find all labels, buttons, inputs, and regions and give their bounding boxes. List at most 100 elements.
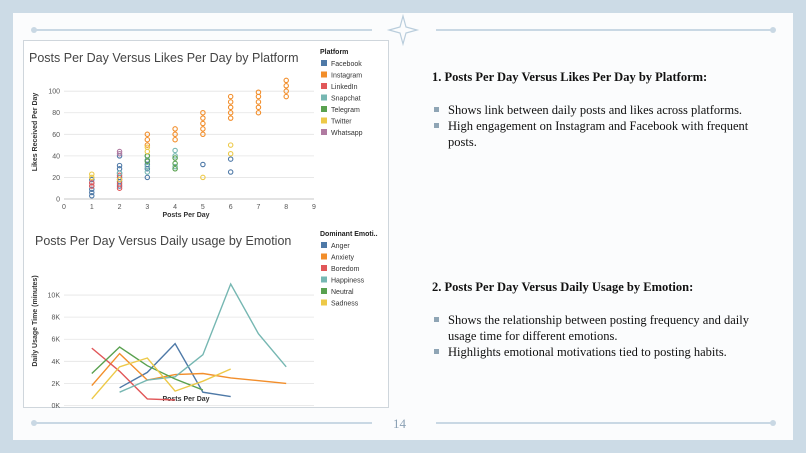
section-2: 2. Posts Per Day Versus Daily Usage by E… [432, 280, 762, 360]
legend-label: Happiness [331, 278, 365, 285]
x-tick-label: 9 [312, 204, 316, 211]
legend-swatch [321, 60, 327, 66]
scatter-point-instagram [144, 136, 151, 143]
x-tick-label: 0 [62, 204, 66, 211]
scatter-point-instagram [255, 89, 262, 96]
section-2-heading: 2. Posts Per Day Versus Daily Usage by E… [432, 280, 694, 294]
scatter-point-instagram [283, 77, 289, 84]
x-tick-label: 7 [256, 204, 260, 211]
section-1-heading: 1. Posts Per Day Versus Likes Per Day by… [432, 70, 708, 84]
chart1-ylabel: Likes Received Per Day [32, 93, 39, 172]
legend-label: LinkedIn [331, 84, 358, 91]
bottom-decoration [31, 420, 776, 426]
section-1-bullet: High engagement on Instagram and Faceboo… [432, 118, 762, 150]
legend-label: Anger [331, 243, 350, 250]
scatter-point-telegram [144, 158, 151, 165]
legend-swatch [321, 299, 327, 306]
scatter-point-whatsapp [116, 148, 123, 155]
scatter-point-twitter [200, 174, 206, 181]
scatter-point-instagram [255, 109, 262, 116]
scatter-point-snapchat [144, 163, 151, 170]
y-tick-label: 4K [51, 359, 60, 366]
section-1-bullets: Shows link between daily posts and likes… [432, 102, 762, 150]
scatter-point-instagram [144, 131, 151, 138]
legend-swatch [321, 276, 327, 283]
legend-label: Neutral [331, 289, 354, 296]
legend-label: Anxiety [331, 255, 354, 262]
chart1-legend-title: Platform [320, 49, 348, 56]
legend-swatch [321, 288, 327, 294]
legend-label: Facebook [331, 61, 362, 68]
scatter-point-instagram [227, 104, 234, 111]
scatter-chart: Posts Per Day Versus Likes Per Day by Pl… [29, 49, 363, 219]
scatter-point-telegram [172, 160, 178, 167]
legend-swatch [321, 106, 327, 112]
scatter-point-instagram [255, 99, 262, 105]
scatter-point-twitter [144, 148, 151, 155]
scatter-point-twitter [89, 174, 95, 181]
scatter-point-instagram [227, 115, 234, 121]
legend-label: Whatsapp [331, 130, 363, 137]
legend-swatch [321, 265, 327, 271]
scatter-point-instagram [200, 120, 206, 127]
y-tick-label: 60 [52, 132, 60, 139]
series-line-anger [119, 342, 231, 398]
legend-swatch [321, 129, 327, 135]
scatter-point-instagram [200, 109, 206, 116]
y-tick-label: 0 [56, 197, 60, 204]
scatter-point-instagram [227, 93, 234, 100]
scatter-point-instagram [172, 131, 178, 138]
line-chart: Posts Per Day Versus Daily usage by Emot… [32, 231, 378, 409]
scatter-point-instagram [144, 142, 151, 148]
scatter-point-facebook [144, 174, 151, 181]
section-1: 1. Posts Per Day Versus Likes Per Day by… [432, 70, 762, 150]
scatter-point-linkedin [89, 183, 95, 189]
scatter-point-twitter [144, 144, 151, 150]
section-2-bullets: Shows the relationship between posting f… [432, 312, 762, 360]
scatter-point-instagram [172, 136, 178, 143]
x-tick-label: 2 [118, 204, 122, 211]
scatter-point-facebook [200, 161, 206, 168]
section-2-bullet: Shows the relationship between posting f… [432, 312, 762, 344]
section-1-bullet: Shows link between daily posts and likes… [432, 102, 762, 118]
scatter-point-instagram [172, 126, 178, 132]
legend-swatch [321, 71, 327, 78]
scatter-point-instagram [200, 131, 206, 138]
x-tick-label: 8 [284, 204, 288, 211]
legend-label: Twitter [331, 119, 352, 126]
scatter-point-twitter [227, 142, 234, 148]
scatter-point-snapchat [172, 153, 178, 159]
scatter-point-facebook [89, 189, 95, 196]
legend-label: Instagram [331, 73, 362, 80]
scatter-point-telegram [172, 155, 178, 161]
scatter-point-snapchat [172, 163, 178, 170]
series-line-anxiety [91, 352, 287, 387]
scatter-point-instagram [283, 88, 289, 94]
y-tick-label: 6K [51, 337, 60, 344]
y-tick-label: 2K [51, 381, 60, 388]
scatter-point-twitter [89, 171, 95, 177]
chart1-xlabel: Posts Per Day [162, 212, 209, 219]
scatter-point-facebook [89, 193, 95, 199]
chart2-xlabel: Posts Per Day [162, 396, 209, 403]
scatter-point-instagram [200, 126, 206, 132]
y-tick-label: 10K [48, 293, 61, 300]
section-2-bullet: Highlights emotional motivations tied to… [432, 344, 762, 360]
scatter-point-instagram [227, 99, 234, 105]
scatter-point-snapchat [172, 147, 178, 154]
scatter-point-instagram [283, 93, 289, 100]
chart1-title: Posts Per Day Versus Likes Per Day by Pl… [29, 51, 299, 65]
chart2-legend-title: Dominant Emoti.. [320, 231, 378, 238]
x-tick-label: 6 [229, 204, 233, 211]
legend-label: Sadness [331, 301, 359, 308]
series-line-neutral [91, 346, 204, 391]
scatter-point-whatsapp [116, 150, 123, 157]
legend-label: Telegram [331, 107, 360, 114]
y-tick-label: 80 [52, 110, 60, 117]
chart2-ylabel: Daily Usage Time (minutes) [32, 275, 39, 366]
legend-label: Snapchat [331, 96, 361, 103]
scatter-point-instagram [283, 83, 289, 89]
scatter-point-instagram [227, 109, 234, 116]
x-tick-label: 3 [145, 204, 149, 211]
page-number: 14 [393, 416, 406, 431]
